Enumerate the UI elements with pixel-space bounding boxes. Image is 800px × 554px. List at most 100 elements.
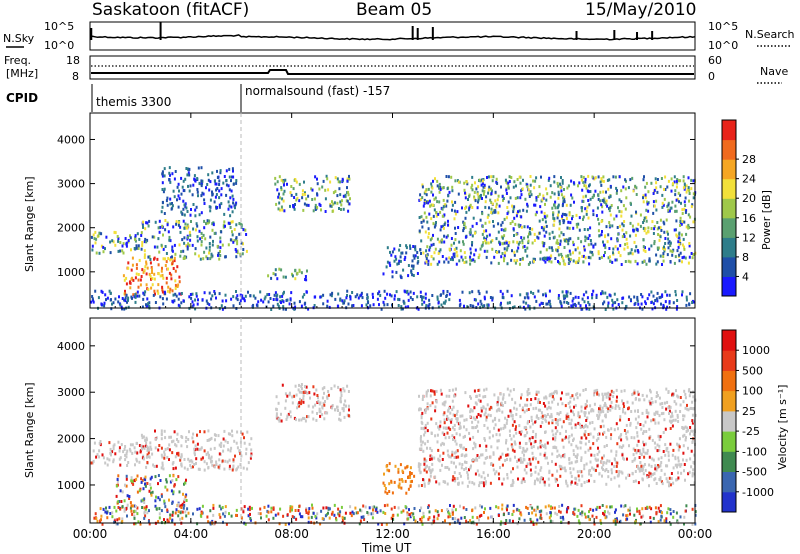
power-cell-312 [168,238,171,242]
power-cell-284 [217,253,219,257]
power-cell-2534 [189,293,192,296]
velocity-cell-1379 [597,458,599,462]
power-cell-381 [188,189,191,193]
velocity-cell-1493 [692,395,695,399]
power-cell-2278 [123,307,126,311]
velocity-cell-1843 [511,414,514,418]
power-cell-497 [203,198,206,202]
power-cell-2430 [147,302,150,306]
power-cell-597 [310,187,313,191]
velocity-cell-1727 [539,439,542,443]
power-cell-1100 [434,247,437,251]
velocity-cell-1271 [639,449,642,453]
power-cell-1865 [687,261,690,265]
velocity-cell-988 [602,461,605,465]
velocity-cell-220 [173,430,176,434]
power-cell-1338 [487,191,490,195]
power-cell-38 [137,244,140,248]
velocity-cell-2176 [333,503,336,507]
power-cell-1096 [569,259,571,263]
velocity-cell-1423 [687,408,690,412]
velocity-cell-462 [302,397,305,401]
power-cell-1103 [568,211,571,215]
velocity-cell-1170 [634,448,637,452]
power-cell-1304 [477,195,480,199]
power-cell-2408 [458,304,461,308]
velocity-cell-1486 [631,471,634,475]
velocity-cell-764 [539,452,542,456]
power-cell-1938 [420,220,423,224]
power-cell-1045 [471,243,473,247]
power-cell-1606 [507,244,510,248]
power-cell-1558 [432,222,435,226]
power-cell-1607 [541,241,544,245]
power-cell-768 [404,255,407,259]
power-cell-1817 [477,256,480,260]
velocity-cell-556 [321,387,324,391]
velocity-cell-1702 [627,406,630,410]
power-cell-1580 [561,212,564,216]
power-cell-646 [289,191,292,195]
power-cell-256 [187,242,190,246]
power-cell-706 [347,193,350,197]
power-cell-1015 [535,210,538,214]
power-colorbar-swatch-3 [722,217,736,238]
velocity-cell-1811 [593,427,596,431]
power-cell-855 [458,240,461,244]
velocity-cell-1857 [637,439,640,443]
velocity-cell-609 [408,476,411,479]
velocity-cell-1002 [605,468,608,471]
velocity-cell-1158 [451,450,454,454]
power-cell-1119 [561,216,563,220]
power-cell-1413 [656,227,659,231]
velocity-cell-808 [572,452,575,456]
power-cell-489 [214,179,216,183]
power-cell-2120 [356,293,359,297]
power-cell-886 [670,206,673,210]
velocity-cell-1061 [477,429,479,433]
velocity-cell-1453 [580,456,583,460]
power-cell-1352 [584,207,587,211]
velocity-cell-910 [602,467,604,471]
power-cell-773 [402,268,405,272]
power-cell-2071 [617,303,620,306]
power-cell-574 [272,272,275,276]
power-cell-88 [130,268,133,272]
power-cell-132 [153,272,156,276]
power-cell-1404 [454,232,457,235]
power-cell-529 [169,202,172,206]
velocity-cell-1064 [599,404,602,408]
power-cell-1370 [510,258,513,262]
velocity-cell-72 [125,452,128,456]
power-cell-1546 [631,252,634,256]
velocity-cell-2136 [111,515,114,519]
velocity-cell-356 [209,437,212,441]
power-cell-1343 [490,192,493,196]
velocity-cell-810 [643,398,646,402]
power-cell-1813 [471,241,474,244]
velocity-cell-2077 [619,519,622,523]
velocity-cell-1122 [480,481,483,484]
power-cell-115 [174,287,177,290]
velocity-cell-163 [177,502,180,506]
velocity-cell-2246 [301,515,304,519]
velocity-cell-677 [550,415,553,419]
power-cell-2270 [301,295,304,299]
velocity-cell-1766 [487,413,490,417]
power-cell-1087 [454,179,457,183]
power-cell-2553 [693,300,696,304]
power-cell-1126 [627,252,630,256]
power-cell-2039 [538,303,541,307]
velocity-cell-735 [693,453,696,457]
velocity-cell-1412 [429,394,432,398]
power-cell-2067 [162,302,165,306]
power-cell-2155 [347,302,350,306]
velocity-cell-2345 [628,508,631,512]
velocity-cell-76 [135,459,138,463]
power-cell-1825 [527,188,530,192]
power-cell-988 [490,189,493,193]
power-cell-1631 [555,241,558,245]
power-cell-13 [134,239,137,243]
power-cell-685 [341,199,343,203]
velocity-cell-1347 [469,466,472,470]
